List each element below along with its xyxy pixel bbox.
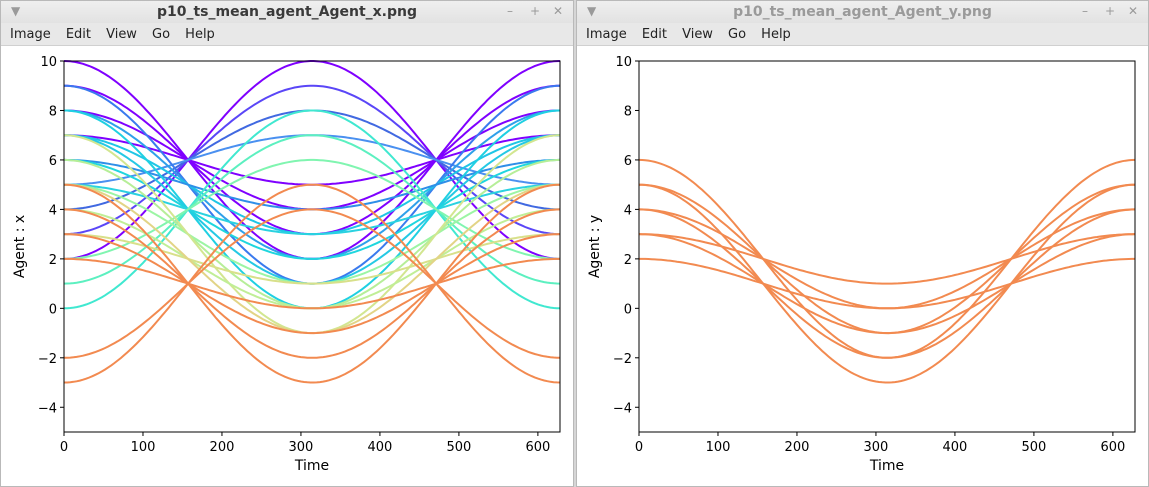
x-axis-label: Time — [294, 458, 329, 474]
x-tick-label: 300 — [289, 440, 314, 455]
window-menu-icon[interactable]: ▼ — [11, 4, 21, 18]
window-menu-icon[interactable]: ▼ — [587, 4, 597, 18]
series-line-6 — [638, 233, 1136, 335]
series-line-30 — [63, 208, 561, 359]
maximize-icon[interactable]: + — [1105, 4, 1116, 18]
menu-edit[interactable]: Edit — [65, 27, 91, 42]
series-line-1 — [639, 183, 1135, 335]
title-bar[interactable]: ▼ p10_ts_mean_agent_Agent_x.png – + ✕ — [1, 1, 573, 23]
menu-edit[interactable]: Edit — [641, 27, 667, 42]
y-tick-label: 6 — [49, 154, 57, 169]
x-tick-label: 100 — [706, 440, 731, 455]
menu-image[interactable]: Image — [10, 27, 51, 42]
menu-help[interactable]: Help — [185, 27, 215, 42]
menu-bar: Image Edit View Go Help — [1, 23, 573, 46]
series-line-25 — [64, 183, 561, 384]
y-axis-label: Agent : x — [12, 215, 28, 278]
plot-frame — [63, 60, 561, 433]
minimize-icon[interactable]: – — [1082, 4, 1088, 18]
x-axis-label: Time — [869, 458, 904, 474]
x-tick-label: 300 — [864, 440, 889, 455]
series-line-26 — [63, 208, 561, 359]
menu-go[interactable]: Go — [728, 27, 747, 42]
x-tick-label: 600 — [1100, 440, 1125, 455]
series-line-7 — [639, 257, 1135, 310]
y-tick-label: 10 — [40, 55, 57, 70]
agent-x-chart: 0 100 200 300 400 500 600 −4 −2 0 2 4 6 8 10 Time Agent … — [12, 55, 561, 474]
series-line-0 — [638, 158, 1136, 359]
agent-y-chart: 0 100 200 300 400 500 600 −4 −2 0 2 4 6 8 10 Time Agent … — [587, 55, 1136, 474]
menu-bar: Image Edit View Go Help — [577, 23, 1148, 46]
y-tick-label: 0 — [49, 302, 57, 317]
y-axis-label: Agent : y — [587, 215, 603, 278]
y-tick-label: −2 — [38, 352, 57, 367]
y-tick-label: 2 — [624, 253, 632, 268]
plot-frame — [638, 60, 1136, 433]
x-tick-label: 100 — [131, 440, 156, 455]
title-bar[interactable]: ▼ p10_ts_mean_agent_Agent_y.png – + ✕ — [577, 1, 1148, 23]
x-tick-label: 200 — [785, 440, 810, 455]
x-tick-label: 200 — [210, 440, 235, 455]
image-viewer-window-x: ▼ p10_ts_mean_agent_Agent_x.png – + ✕ Im… — [0, 0, 574, 487]
y-tick-label: 8 — [49, 104, 57, 119]
x-tick-label: 400 — [368, 440, 393, 455]
image-viewer-window-y: ▼ p10_ts_mean_agent_Agent_y.png – + ✕ Im… — [576, 0, 1149, 487]
x-tick-label: 0 — [635, 440, 643, 455]
menu-go[interactable]: Go — [152, 27, 171, 42]
series-line-5 — [638, 208, 1136, 359]
y-tick-label: 6 — [624, 154, 632, 169]
maximize-icon[interactable]: + — [530, 4, 541, 18]
y-tick-label: 8 — [624, 104, 632, 119]
menu-help[interactable]: Help — [761, 27, 791, 42]
y-tick-label: 4 — [49, 203, 57, 218]
x-tick-label: 500 — [446, 440, 471, 455]
close-icon[interactable]: ✕ — [553, 4, 564, 18]
x-tick-label: 600 — [525, 440, 550, 455]
minimize-icon[interactable]: – — [507, 4, 513, 18]
y-tick-label: −4 — [38, 401, 57, 416]
y-tick-label: 2 — [49, 253, 57, 268]
menu-view[interactable]: View — [682, 27, 713, 42]
y-tick-label: 10 — [615, 55, 632, 70]
window-title: p10_ts_mean_agent_Agent_y.png — [733, 4, 992, 20]
menu-image[interactable]: Image — [586, 27, 627, 42]
x-tick-label: 500 — [1021, 440, 1046, 455]
x-tick-label: 0 — [60, 440, 68, 455]
series-line-3 — [638, 233, 1136, 285]
y-tick-label: −2 — [613, 352, 632, 367]
series-line-29 — [64, 183, 561, 384]
series-line-4 — [639, 183, 1136, 384]
window-title: p10_ts_mean_agent_Agent_x.png — [156, 4, 418, 20]
x-tick-label: 400 — [943, 440, 968, 455]
y-tick-label: −4 — [613, 401, 632, 416]
y-tick-label: 4 — [624, 203, 632, 218]
series-line-27 — [63, 233, 561, 335]
close-icon[interactable]: ✕ — [1128, 4, 1139, 18]
menu-view[interactable]: View — [106, 27, 137, 42]
series-line-28 — [64, 257, 560, 310]
y-tick-label: 0 — [624, 302, 632, 317]
